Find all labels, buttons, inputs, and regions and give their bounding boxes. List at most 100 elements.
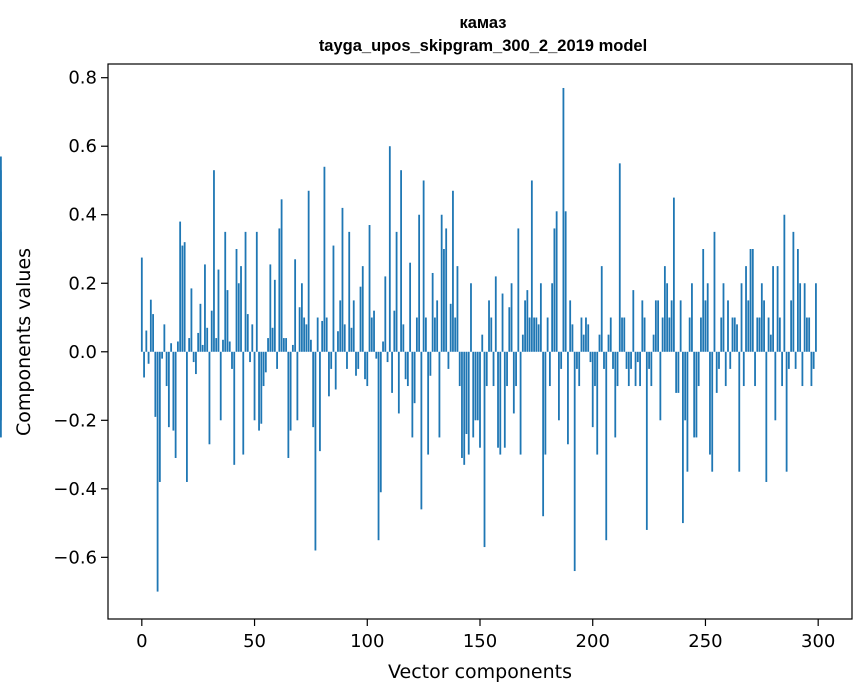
- bar: [377, 351, 380, 541]
- bar: [497, 351, 499, 448]
- bar: [632, 290, 635, 352]
- bar: [418, 214, 421, 352]
- bar: [197, 332, 200, 352]
- bar: [406, 351, 409, 387]
- bar: [704, 300, 707, 352]
- bar: [765, 351, 768, 482]
- bar: [190, 288, 193, 352]
- y-tick-label: −0.6: [53, 547, 97, 568]
- bar: [429, 351, 432, 376]
- bar: [276, 351, 278, 369]
- bar: [688, 317, 691, 352]
- bar: [702, 249, 705, 352]
- bar: [222, 339, 224, 352]
- bar: [370, 317, 373, 352]
- bar: [411, 351, 414, 438]
- bar: [682, 351, 684, 524]
- bar: [657, 300, 660, 352]
- bar: [158, 351, 161, 482]
- bar: [483, 351, 486, 548]
- bar: [454, 317, 457, 352]
- bar: [249, 351, 251, 363]
- bar: [251, 324, 254, 352]
- bar: [544, 351, 547, 455]
- bar: [537, 324, 540, 352]
- bar: [499, 351, 502, 455]
- bar: [709, 351, 711, 455]
- bar: [145, 330, 148, 352]
- bar: [357, 351, 360, 369]
- bar: [711, 351, 714, 472]
- bar: [0, 351, 2, 380]
- bar: [467, 351, 470, 455]
- bar: [512, 351, 515, 414]
- bar: [796, 249, 799, 352]
- bar: [778, 317, 781, 352]
- bar: [461, 351, 463, 458]
- y-tick-label: 0.0: [68, 342, 97, 363]
- y-tick-label: 0.4: [68, 205, 97, 226]
- bar: [476, 351, 479, 421]
- bar: [147, 351, 150, 364]
- bar: [402, 324, 405, 352]
- x-axis-label: Vector components: [388, 661, 572, 683]
- bar: [616, 351, 619, 387]
- bar: [395, 231, 398, 352]
- bar: [738, 351, 741, 472]
- bar: [567, 351, 569, 445]
- bar: [808, 317, 811, 352]
- bar: [722, 283, 725, 352]
- bar: [506, 351, 508, 387]
- bar: [729, 351, 732, 369]
- bar: [339, 300, 342, 352]
- bar: [445, 228, 448, 352]
- bar: [472, 351, 475, 438]
- bar: [641, 300, 644, 352]
- bar: [654, 300, 657, 352]
- bar: [296, 351, 299, 421]
- bar: [648, 351, 650, 369]
- bar: [161, 351, 164, 359]
- bar: [188, 338, 191, 352]
- bar: [174, 351, 177, 458]
- bar: [366, 351, 369, 387]
- bar: [154, 351, 157, 417]
- bar: [571, 324, 574, 352]
- x-tick-label: 150: [463, 631, 497, 652]
- bar: [794, 351, 797, 369]
- bar: [337, 331, 339, 352]
- x-tick-label: 200: [576, 631, 610, 652]
- bar: [458, 351, 461, 387]
- bar: [179, 221, 182, 352]
- bar: [754, 351, 756, 387]
- bar: [278, 228, 281, 352]
- bar: [186, 351, 188, 482]
- bar: [661, 317, 664, 352]
- bar: [691, 283, 693, 352]
- bar: [321, 320, 324, 352]
- bar: [594, 351, 596, 387]
- bar: [569, 300, 572, 352]
- bar: [346, 351, 348, 369]
- bar: [192, 351, 195, 363]
- bar: [260, 351, 263, 424]
- bar: [693, 351, 696, 438]
- bar: [636, 351, 639, 363]
- bar: [612, 351, 614, 369]
- bar: [233, 351, 236, 465]
- bar: [481, 334, 484, 352]
- bar: [533, 317, 536, 352]
- bar: [560, 351, 563, 369]
- bar: [573, 351, 576, 572]
- bar: [564, 211, 567, 352]
- bar: [298, 307, 301, 352]
- y-tick-label: 0.2: [68, 273, 97, 294]
- bar: [300, 283, 303, 352]
- y-tick-label: −0.4: [53, 479, 97, 500]
- bar: [555, 211, 558, 352]
- bar: [364, 351, 366, 380]
- bar: [562, 87, 565, 352]
- bar: [781, 351, 784, 387]
